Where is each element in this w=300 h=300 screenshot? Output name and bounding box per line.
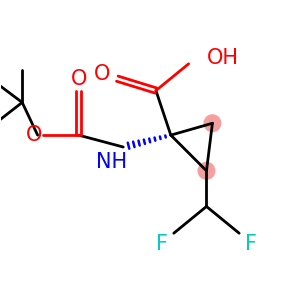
Text: O: O — [26, 125, 42, 145]
Text: F: F — [156, 234, 168, 254]
Text: O: O — [70, 69, 87, 89]
Circle shape — [204, 115, 221, 132]
Circle shape — [198, 163, 215, 179]
Text: O: O — [94, 64, 111, 84]
Text: OH: OH — [206, 48, 238, 68]
Text: F: F — [245, 234, 257, 254]
Text: NH: NH — [96, 152, 127, 172]
